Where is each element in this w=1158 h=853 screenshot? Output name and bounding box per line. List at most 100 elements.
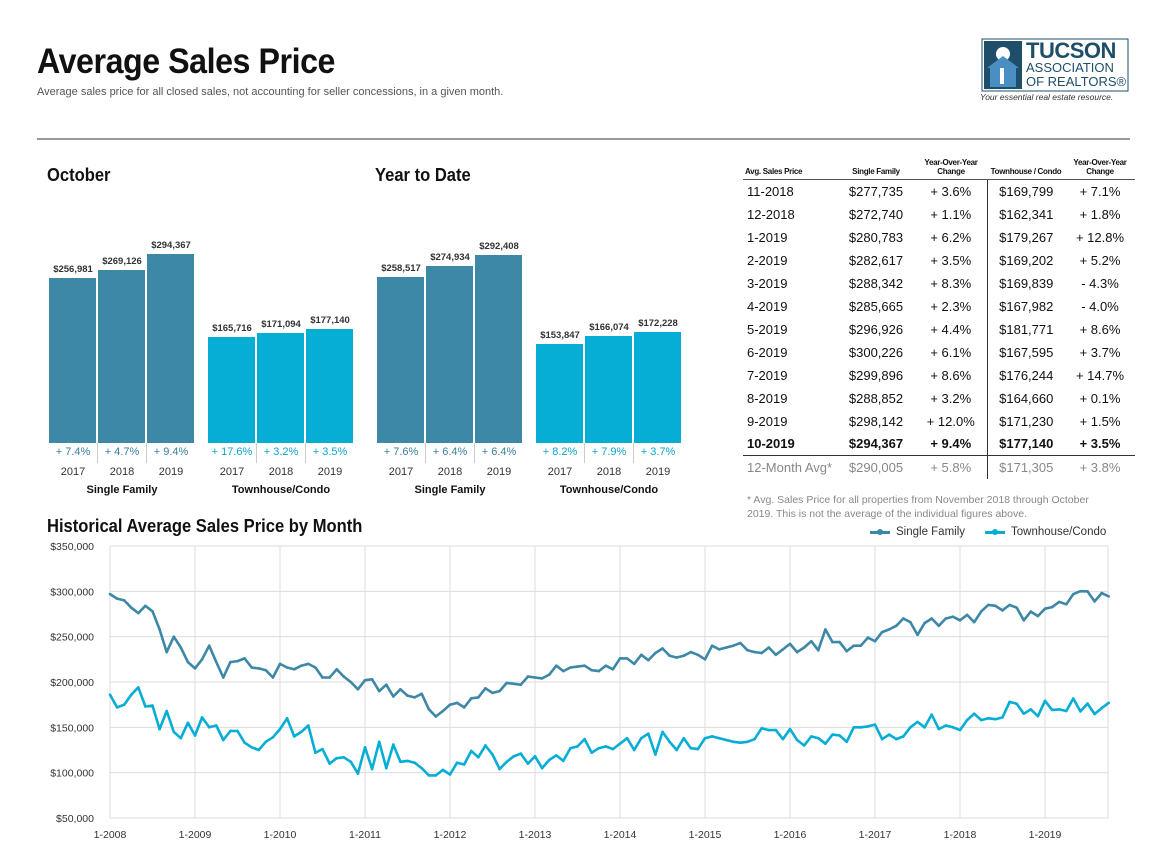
legend-line-icon — [985, 529, 1005, 535]
data-point — [484, 687, 487, 690]
separator — [633, 443, 634, 463]
data-point — [852, 726, 856, 729]
data-point — [972, 620, 976, 624]
data-point — [852, 644, 856, 648]
table-cell: 8-2019 — [747, 390, 788, 406]
data-point — [880, 630, 884, 634]
data-point — [229, 660, 232, 664]
data-point — [689, 650, 693, 654]
data-point — [1093, 712, 1096, 716]
data-point — [1022, 619, 1026, 622]
bar-value-label: $292,408 — [479, 241, 519, 253]
data-point — [377, 740, 381, 744]
data-point — [392, 743, 395, 746]
data-point — [491, 691, 494, 695]
data-point — [115, 706, 119, 709]
table-footnote: * Avg. Sales Price for all properties fr… — [747, 494, 1089, 520]
data-point — [583, 664, 586, 667]
year-label: 2017 — [547, 466, 573, 478]
table-cell: + 14.7% — [1075, 367, 1125, 383]
table-row: 5-2019 $296,926 + 4.4% $181,771 + 8.6% — [743, 317, 1135, 341]
data-point — [951, 615, 955, 619]
data-point — [547, 673, 551, 677]
data-point — [746, 648, 749, 652]
table-row: 9-2019 $298,142 + 12.0% $171,230 + 1.5% — [743, 409, 1135, 433]
logo-tagline: Your essential real estate resource. — [980, 92, 1114, 102]
data-point — [144, 604, 147, 608]
data-point — [384, 683, 388, 687]
table-row: 1-2019 $280,783 + 6.2% $179,267 + 12.8% — [743, 225, 1135, 249]
table-row: 8-2019 $288,852 + 3.2% $164,660 + 0.1% — [743, 386, 1135, 410]
x-tick-label: 1-2011 — [349, 829, 381, 841]
data-point — [732, 740, 735, 744]
data-point — [639, 736, 643, 740]
data-point — [356, 772, 360, 775]
data-point — [1015, 702, 1018, 706]
data-point — [611, 747, 615, 751]
data-point — [540, 766, 544, 770]
data-point — [129, 606, 133, 609]
data-point — [625, 657, 629, 660]
data-point — [392, 695, 395, 698]
data-point — [512, 682, 516, 686]
x-tick-label: 1-2016 — [774, 829, 807, 841]
data-point — [434, 715, 438, 718]
data-point — [122, 599, 126, 602]
data-point — [916, 633, 919, 637]
year-label: 2019 — [317, 466, 343, 478]
data-point — [505, 681, 508, 685]
data-point — [399, 687, 402, 691]
data-point — [441, 768, 445, 772]
data-point — [703, 658, 707, 661]
data-point — [696, 653, 700, 657]
data-point — [1057, 708, 1061, 711]
table-cell: + 3.2% — [930, 390, 972, 406]
year-label: 2019 — [645, 466, 671, 478]
data-point — [186, 660, 190, 664]
table-cell: $300,226 — [848, 344, 904, 360]
data-point — [193, 667, 197, 670]
data-point — [1086, 590, 1089, 593]
change-label: + 7.4% — [55, 446, 91, 458]
data-point — [654, 753, 657, 756]
data-point — [703, 736, 707, 740]
x-tick-label: 1-2010 — [264, 829, 297, 841]
data-point — [1015, 606, 1018, 609]
data-point — [335, 668, 338, 671]
legend-line-icon — [870, 529, 890, 535]
year-label: 2017 — [60, 466, 86, 478]
separator — [256, 443, 257, 463]
table-cell: + 8.6% — [930, 367, 972, 383]
data-point — [243, 741, 246, 745]
data-point — [420, 692, 423, 696]
table-cell: $298,142 — [848, 413, 904, 429]
change-label: + 17.6% — [211, 446, 253, 458]
data-point — [165, 709, 168, 713]
bar-value-label: $269,126 — [102, 256, 142, 268]
table-cell: $179,267 — [986, 225, 1065, 249]
data-point — [1001, 716, 1004, 719]
data-point — [462, 706, 466, 709]
data-point — [137, 611, 140, 615]
data-point — [1107, 595, 1111, 598]
data-point — [257, 748, 261, 752]
data-point — [413, 761, 416, 764]
data-point — [229, 729, 232, 733]
change-label: + 4.7% — [104, 446, 140, 458]
data-point — [1050, 605, 1054, 609]
change-label: + 7.6% — [383, 446, 419, 458]
table-cell: 5-2019 — [747, 321, 788, 337]
data-point — [165, 650, 168, 654]
page-title: Average Sales Price — [37, 42, 335, 81]
table-row: 2-2019 $282,617 + 3.5% $169,202 + 5.2% — [743, 248, 1135, 272]
data-point — [299, 730, 303, 734]
data-point — [767, 728, 771, 732]
x-tick-label: 1-2012 — [434, 829, 467, 841]
data-point — [965, 718, 969, 722]
x-tick-label: 1-2009 — [179, 829, 212, 841]
data-point — [250, 745, 253, 749]
data-point — [207, 726, 211, 729]
data-point — [1022, 712, 1026, 716]
data-point — [526, 675, 530, 678]
data-point — [236, 729, 239, 733]
